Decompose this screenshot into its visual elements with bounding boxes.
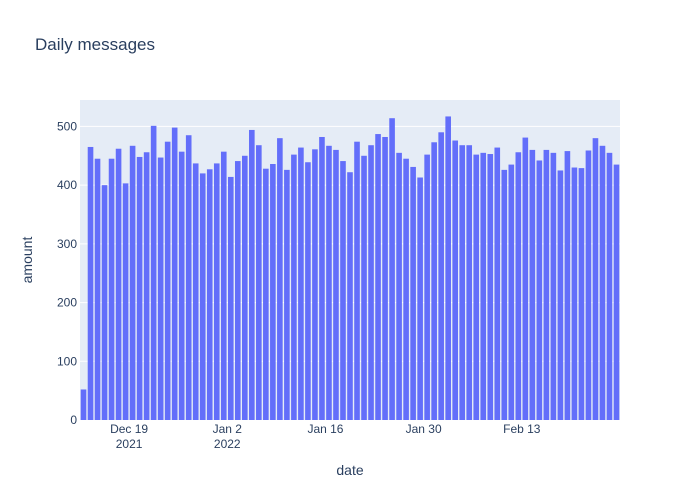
y-tick-label: 500 (57, 119, 77, 133)
bar (256, 145, 262, 421)
bar (564, 151, 571, 420)
bar (291, 154, 297, 420)
bar (592, 138, 599, 420)
bar (613, 164, 620, 420)
y-tick-label: 300 (57, 237, 77, 251)
bar (417, 177, 423, 420)
bar (319, 136, 325, 420)
bar (270, 164, 276, 420)
bar (206, 169, 213, 420)
x-tick-label: Feb 13 (503, 422, 541, 436)
bar (122, 183, 129, 420)
bar (487, 154, 494, 420)
bar (508, 164, 515, 420)
bar (522, 137, 529, 420)
bar (403, 158, 409, 421)
bar (515, 152, 522, 420)
x-tick-label: Jan 16 (307, 422, 343, 436)
bar (284, 169, 290, 420)
bar (312, 149, 318, 420)
bar (157, 157, 164, 420)
bar (368, 145, 374, 421)
x-tick-label: Jan 2 (213, 422, 243, 436)
bar (606, 152, 613, 420)
bar (199, 173, 206, 420)
bar (354, 141, 360, 420)
bar (452, 140, 458, 420)
bar (227, 176, 234, 420)
bar (557, 170, 564, 420)
bar (298, 147, 304, 420)
bar (213, 163, 220, 420)
bar (571, 167, 578, 420)
bar (171, 127, 178, 421)
y-axis-title: amount (19, 237, 35, 284)
bar (277, 138, 283, 420)
bar (347, 172, 353, 420)
bar (101, 185, 108, 420)
bar (333, 149, 339, 420)
bar (375, 134, 381, 420)
bar (129, 145, 136, 421)
bar (164, 141, 171, 420)
bar (87, 146, 94, 420)
bar (115, 148, 122, 420)
bar (305, 162, 311, 420)
bar (242, 155, 248, 420)
bar (150, 125, 157, 420)
bar (529, 149, 536, 420)
bar (361, 155, 367, 420)
bar (192, 163, 199, 420)
bar (396, 152, 402, 420)
bar (424, 154, 430, 420)
bar (389, 118, 395, 420)
bar (585, 150, 592, 420)
bars (80, 116, 620, 421)
bar (80, 389, 87, 420)
bar (459, 145, 466, 421)
x-tick-year-label: 2022 (214, 437, 241, 451)
bar (480, 152, 487, 420)
y-tick-label: 400 (57, 178, 77, 192)
y-tick-label: 200 (57, 296, 77, 310)
bar (431, 142, 437, 421)
bar (473, 154, 480, 420)
x-tick-year-label: 2021 (116, 437, 143, 451)
bar (410, 166, 416, 420)
bar (340, 161, 346, 421)
x-axis-title: date (336, 462, 363, 478)
bar (136, 156, 143, 420)
bar (599, 145, 606, 421)
y-tick-label: 0 (70, 413, 77, 427)
bar (536, 160, 543, 421)
bar (494, 147, 501, 420)
bar (438, 132, 444, 420)
bar (220, 151, 227, 420)
bar (326, 145, 332, 421)
bar (108, 158, 115, 421)
bar (178, 151, 185, 420)
bar (382, 136, 388, 420)
bar (550, 152, 557, 420)
bar (445, 116, 451, 420)
y-axis-ticks: 0 100 200 300 400 500 (57, 119, 77, 427)
bar (466, 145, 473, 421)
bar (234, 161, 241, 421)
bar (263, 168, 269, 420)
bar (249, 129, 255, 421)
bar (543, 149, 550, 420)
bar (185, 135, 192, 420)
y-tick-label: 100 (57, 354, 77, 368)
bar (94, 158, 101, 421)
bar (143, 152, 150, 420)
bar (578, 168, 585, 420)
chart-title: Daily messages (35, 35, 155, 54)
x-tick-label: Jan 30 (406, 422, 442, 436)
x-tick-label: Dec 19 (110, 422, 148, 436)
bar (501, 169, 508, 420)
